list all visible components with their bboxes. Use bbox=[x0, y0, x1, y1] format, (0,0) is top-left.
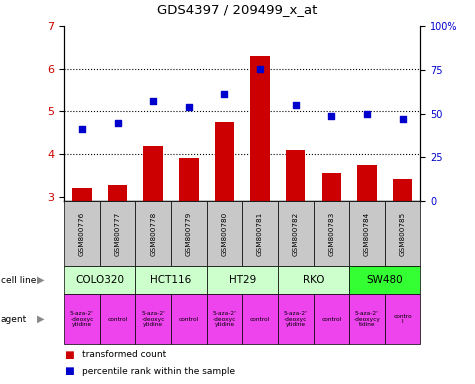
Text: GSM800779: GSM800779 bbox=[186, 212, 192, 256]
Text: GSM800777: GSM800777 bbox=[114, 212, 121, 256]
Text: GSM800780: GSM800780 bbox=[221, 212, 228, 256]
Bar bbox=[215, 122, 234, 201]
Text: GSM800783: GSM800783 bbox=[328, 212, 334, 256]
Text: HCT116: HCT116 bbox=[151, 275, 191, 285]
Text: ▶: ▶ bbox=[37, 275, 44, 285]
Text: GSM800781: GSM800781 bbox=[257, 212, 263, 256]
Point bbox=[292, 102, 299, 108]
Bar bbox=[286, 150, 305, 201]
Text: 5-aza-2'
-deoxyc
ytidine: 5-aza-2' -deoxyc ytidine bbox=[212, 311, 237, 328]
Text: RKO: RKO bbox=[303, 275, 324, 285]
Text: GSM800782: GSM800782 bbox=[293, 212, 299, 256]
Text: GSM800778: GSM800778 bbox=[150, 212, 156, 256]
Point bbox=[114, 120, 122, 126]
Text: control: control bbox=[107, 316, 128, 321]
Point bbox=[399, 116, 407, 122]
Text: 5-aza-2'
-deoxyc
ytidine: 5-aza-2' -deoxyc ytidine bbox=[141, 311, 165, 328]
Text: COLO320: COLO320 bbox=[75, 275, 124, 285]
Point bbox=[185, 104, 193, 110]
Text: GSM800776: GSM800776 bbox=[79, 212, 85, 256]
Bar bbox=[143, 146, 163, 201]
Bar bbox=[179, 158, 199, 201]
Text: GSM800784: GSM800784 bbox=[364, 212, 370, 256]
Bar bbox=[357, 165, 377, 201]
Text: ■: ■ bbox=[64, 350, 74, 360]
Text: ▶: ▶ bbox=[37, 314, 44, 324]
Text: contro
l: contro l bbox=[393, 314, 412, 324]
Point bbox=[149, 98, 157, 104]
Bar bbox=[322, 173, 341, 201]
Point bbox=[256, 66, 264, 72]
Text: ■: ■ bbox=[64, 366, 74, 376]
Text: control: control bbox=[179, 316, 199, 321]
Text: HT29: HT29 bbox=[228, 275, 256, 285]
Point bbox=[78, 126, 86, 132]
Bar bbox=[72, 188, 92, 201]
Text: GSM800785: GSM800785 bbox=[399, 212, 406, 256]
Text: cell line: cell line bbox=[1, 276, 36, 285]
Bar bbox=[250, 56, 270, 201]
Point bbox=[220, 91, 228, 97]
Text: 5-aza-2'
-deoxyc
ytidine: 5-aza-2' -deoxyc ytidine bbox=[70, 311, 94, 328]
Text: 5-aza-2'
-deoxyc
ytidine: 5-aza-2' -deoxyc ytidine bbox=[284, 311, 308, 328]
Text: transformed count: transformed count bbox=[82, 350, 166, 359]
Text: control: control bbox=[250, 316, 270, 321]
Point bbox=[363, 111, 371, 117]
Text: percentile rank within the sample: percentile rank within the sample bbox=[82, 367, 235, 376]
Bar bbox=[108, 185, 127, 201]
Text: SW480: SW480 bbox=[366, 275, 403, 285]
Text: GDS4397 / 209499_x_at: GDS4397 / 209499_x_at bbox=[157, 3, 318, 17]
Text: control: control bbox=[321, 316, 342, 321]
Text: 5-aza-2'
-deoxycy
tidine: 5-aza-2' -deoxycy tidine bbox=[353, 311, 380, 328]
Bar bbox=[393, 179, 412, 201]
Text: agent: agent bbox=[1, 314, 27, 324]
Point bbox=[328, 113, 335, 119]
